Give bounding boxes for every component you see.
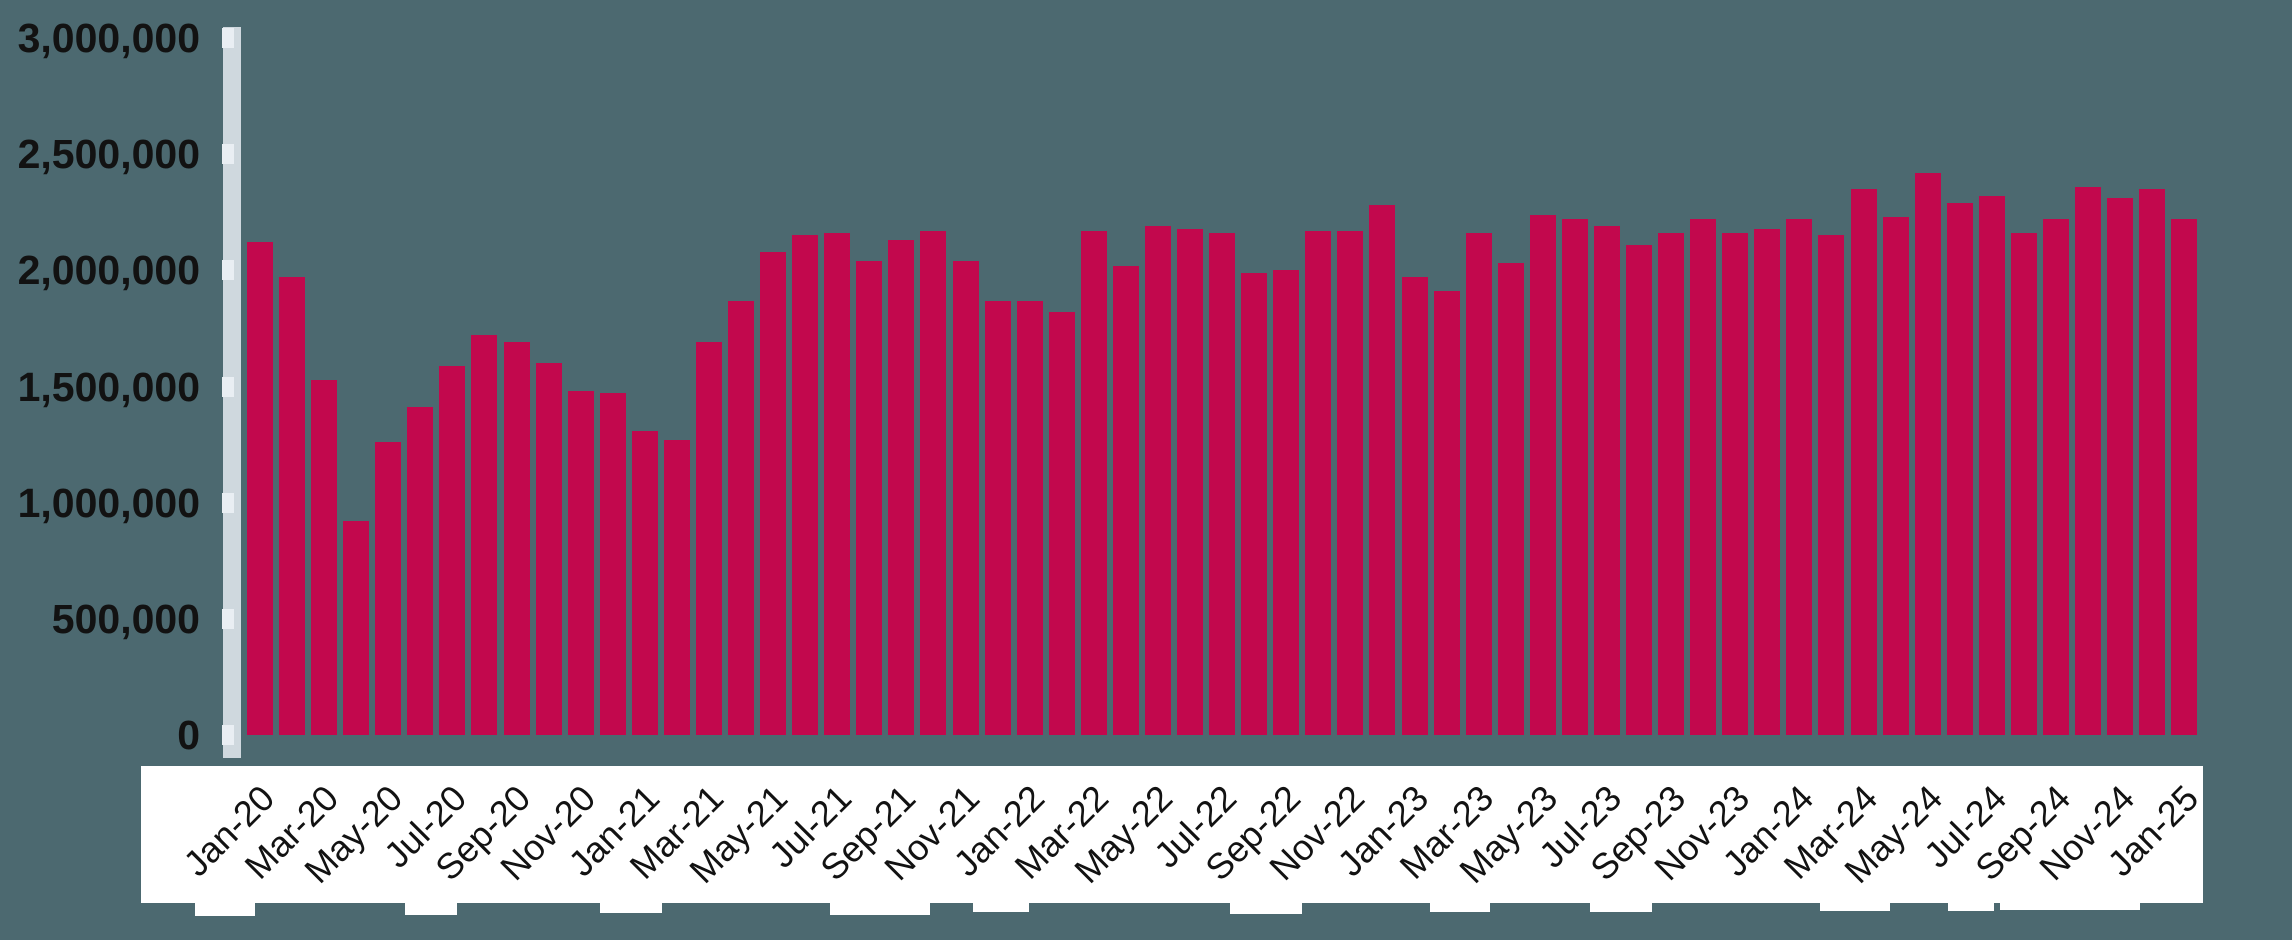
bar-Feb-24: [1818, 235, 1844, 735]
y-tick-label: 500,000: [51, 595, 200, 642]
y-axis-tick-mark: [222, 608, 234, 629]
bar-Jan-24: [1786, 219, 1812, 735]
bar-May-21: [760, 251, 786, 735]
bar-Nov-21: [953, 261, 979, 735]
bar-May-20: [375, 442, 401, 735]
y-axis-tick-mark: [222, 28, 234, 48]
y-axis-tick-mark: [222, 144, 234, 165]
bar-Nov-24: [2107, 198, 2133, 735]
bar-Mar-20: [311, 379, 337, 735]
bar-Sep-21: [888, 240, 914, 735]
bar-Feb-23: [1434, 291, 1460, 735]
label-band-step: [2000, 903, 2140, 910]
label-band-step: [830, 903, 930, 915]
bar-Oct-20: [536, 363, 562, 735]
label-band-step: [405, 903, 457, 915]
bar-Jan-25: [2171, 219, 2197, 735]
bar-Aug-20: [471, 335, 497, 735]
bar-Nov-23: [1722, 233, 1748, 735]
bar-Jun-22: [1177, 228, 1203, 735]
bar-Mar-22: [1081, 230, 1107, 735]
bar-Oct-23: [1690, 219, 1716, 735]
label-band-step: [1230, 903, 1302, 914]
bar-May-23: [1530, 214, 1556, 735]
bar-Feb-20: [279, 277, 305, 735]
bar-Feb-21: [664, 439, 690, 735]
y-tick-label: 2,000,000: [17, 247, 200, 294]
y-axis-tick-mark: [222, 260, 234, 281]
y-tick-label: 1,000,000: [17, 479, 200, 526]
label-band-step: [1430, 903, 1490, 912]
bar-Dec-20: [600, 393, 626, 735]
bar-Jan-21: [632, 430, 658, 735]
bar-Mar-23: [1466, 233, 1492, 735]
bar-Jul-24: [1979, 195, 2005, 735]
bar-Aug-23: [1626, 244, 1652, 735]
bar-Apr-22: [1113, 265, 1139, 735]
y-tick-label: 1,500,000: [17, 363, 200, 410]
y-tick-label: 0: [177, 712, 200, 758]
bar-Mar-24: [1851, 189, 1877, 735]
bar-Jul-23: [1594, 226, 1620, 735]
bar-Jul-21: [824, 233, 850, 735]
bar-Apr-23: [1498, 263, 1524, 735]
bar-Jan-20: [247, 242, 273, 735]
y-tick-label: 3,000,000: [17, 15, 200, 61]
y-tick-label: 2,500,000: [17, 131, 200, 178]
bar-Jul-22: [1209, 233, 1235, 735]
label-band-step: [1948, 903, 1994, 911]
bar-Jan-22: [1017, 300, 1043, 735]
bar-Nov-22: [1337, 230, 1363, 735]
x-axis-label-band: [141, 766, 2203, 903]
bar-Jun-20: [407, 407, 433, 735]
label-band-step: [1820, 903, 1890, 911]
y-axis-tick-mark: [222, 376, 234, 397]
bar-Dec-21: [985, 300, 1011, 735]
bar-Sep-23: [1658, 233, 1684, 735]
bar-Dec-23: [1754, 228, 1780, 735]
bar-Dec-24: [2139, 189, 2165, 735]
bar-Apr-21: [728, 300, 754, 735]
bar-Aug-22: [1241, 272, 1267, 735]
bar-Dec-22: [1369, 205, 1395, 735]
bar-Aug-21: [856, 261, 882, 735]
bar-Jun-21: [792, 235, 818, 735]
bar-Sep-22: [1273, 270, 1299, 735]
bar-Jun-23: [1562, 219, 1588, 735]
y-axis-tick-mark: [222, 492, 234, 513]
label-band-step: [600, 903, 662, 913]
bar-May-22: [1145, 226, 1171, 735]
label-band-step: [973, 903, 1029, 912]
label-band-step: [195, 903, 255, 916]
bar-Sep-20: [504, 342, 530, 735]
y-axis-tick-mark: [222, 725, 234, 745]
bar-Aug-24: [2011, 233, 2037, 735]
bar-Feb-22: [1049, 312, 1075, 735]
bar-Oct-24: [2075, 186, 2101, 735]
bar-Oct-22: [1305, 230, 1331, 735]
bar-Apr-20: [343, 521, 369, 735]
bar-Apr-24: [1883, 216, 1909, 735]
bar-Mar-21: [696, 342, 722, 735]
bar-Jun-24: [1947, 202, 1973, 735]
label-band-step: [1590, 903, 1652, 912]
bar-Nov-20: [568, 391, 594, 735]
bar-Sep-24: [2043, 219, 2069, 735]
bar-Jul-20: [439, 365, 465, 735]
bar-May-24: [1915, 172, 1941, 735]
bar-Jan-23: [1402, 277, 1428, 735]
bar-Oct-21: [920, 230, 946, 735]
